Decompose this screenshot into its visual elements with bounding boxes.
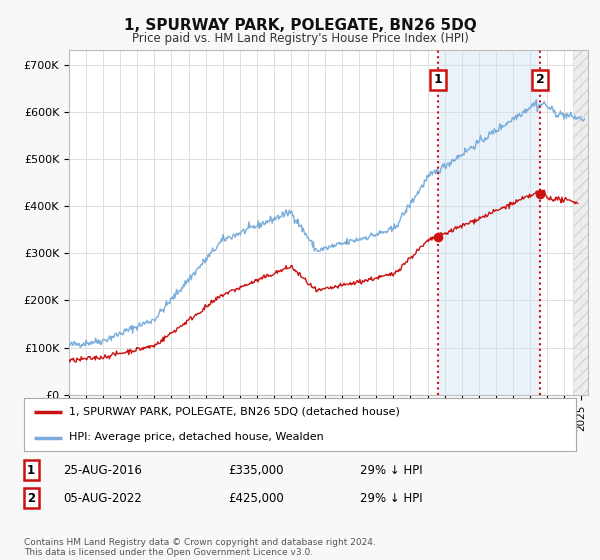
Text: 1, SPURWAY PARK, POLEGATE, BN26 5DQ (detached house): 1, SPURWAY PARK, POLEGATE, BN26 5DQ (det… <box>69 407 400 417</box>
Text: 2: 2 <box>27 492 35 505</box>
Text: HPI: Average price, detached house, Wealden: HPI: Average price, detached house, Weal… <box>69 432 324 442</box>
Bar <box>572 50 593 395</box>
Text: 29% ↓ HPI: 29% ↓ HPI <box>360 492 422 505</box>
Text: 2: 2 <box>536 73 544 86</box>
Text: Price paid vs. HM Land Registry's House Price Index (HPI): Price paid vs. HM Land Registry's House … <box>131 32 469 45</box>
Text: £335,000: £335,000 <box>228 464 284 477</box>
Bar <box>438 50 540 395</box>
Text: 1: 1 <box>27 464 35 477</box>
Text: £425,000: £425,000 <box>228 492 284 505</box>
Text: Contains HM Land Registry data © Crown copyright and database right 2024.
This d: Contains HM Land Registry data © Crown c… <box>24 538 376 557</box>
Text: 1, SPURWAY PARK, POLEGATE, BN26 5DQ: 1, SPURWAY PARK, POLEGATE, BN26 5DQ <box>124 18 476 33</box>
Text: 25-AUG-2016: 25-AUG-2016 <box>63 464 142 477</box>
Text: 05-AUG-2022: 05-AUG-2022 <box>63 492 142 505</box>
Text: 1: 1 <box>434 73 443 86</box>
Text: 29% ↓ HPI: 29% ↓ HPI <box>360 464 422 477</box>
